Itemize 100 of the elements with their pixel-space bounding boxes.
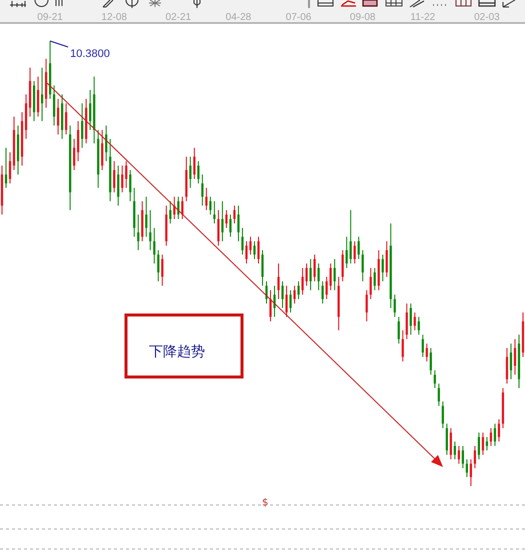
candlestick [89,89,92,130]
candlestick [394,294,396,318]
candlestick [346,236,348,268]
x-tick-label: 02-03 [474,12,500,23]
candlestick [402,330,404,362]
candlestick [406,303,408,340]
candlestick [113,160,116,193]
candlestick [474,445,476,469]
candlestick [161,254,164,286]
candlestick [293,285,296,304]
candlestick [358,236,360,260]
candlestick [105,125,108,162]
candlestick [386,240,388,278]
candlestick [414,312,416,331]
candlestick [237,205,240,242]
x-tick-label: 12-08 [101,12,128,23]
x-tick-label: 11-22 [410,12,436,23]
candlestick [382,254,384,282]
candlestick [101,130,104,171]
candlestick [53,85,56,126]
candlestick [313,254,316,282]
candlestick [318,263,320,291]
candlestick [169,200,172,224]
candlestick [197,160,200,184]
candlestick [221,200,224,242]
candlestick [65,102,68,135]
candlestick [458,445,460,464]
candlestick [330,263,332,291]
candlestick [181,196,184,220]
candlestick [418,316,420,336]
candlestick [442,400,444,429]
text: $ [262,498,268,509]
candlestick [454,441,456,460]
candlestick [229,214,232,238]
candlestick [209,196,212,216]
candlestick [129,170,132,202]
candlestick [157,250,160,282]
candlestick [145,196,148,238]
candlestick [40,67,44,122]
candlestick [189,156,192,188]
candlestick [506,348,508,384]
candlestick [8,152,12,184]
candlestick [117,165,120,206]
annotation: 10.3800 [70,48,110,60]
candlestick [462,445,464,469]
candlestick [137,214,140,251]
candlestick [253,240,256,260]
candlestick [342,250,344,282]
candlestick [305,263,308,286]
candlestick [77,120,80,162]
candlestick [193,147,196,180]
candlestick [177,196,180,220]
candlestick [498,418,500,442]
candlestick [486,436,488,451]
candlestick [149,210,152,251]
candlestick [430,348,432,376]
annotation: 下降趋势 [149,344,205,360]
candlestick [422,334,424,358]
candlestick [494,423,496,446]
candlestick [245,240,248,264]
candlestick [410,303,412,336]
candlestick [81,102,84,148]
candlestick [153,227,156,264]
candlestick [490,428,492,446]
x-tick-label: 07-06 [286,12,312,23]
candlestick [261,250,264,286]
candlestick [4,147,8,188]
candlestick [233,205,236,224]
candlestick [362,250,364,282]
candlestick [366,290,368,322]
candlestick [201,174,204,206]
x-tick-label: 02-21 [166,12,192,23]
candlestick [217,210,220,246]
candlestick [370,267,372,300]
candlestick [334,258,336,291]
candlestick [478,432,480,460]
candlestick [289,290,292,313]
candlestick [121,165,124,193]
candlestick [350,210,352,264]
candlestick [450,428,452,460]
candlestick [125,160,128,188]
candlestick [173,196,176,220]
candlestick [434,370,436,389]
x-tick-label: 09-08 [350,12,376,23]
candlestick [354,240,356,264]
candlestick [446,423,448,456]
candlestick [482,432,484,456]
x-tick-label: 09-21 [37,12,64,23]
candlestick [514,338,516,376]
candlestick [426,343,428,362]
candlestick [213,200,216,224]
x-tick-label: 04-28 [226,12,252,23]
candlestick [309,258,312,291]
candlestick [374,267,376,291]
candlestick [398,316,400,344]
candlestick [36,76,40,118]
candlestick [510,343,512,380]
candlestick [438,383,440,406]
candlestick [225,210,228,228]
candlestick [285,285,288,318]
